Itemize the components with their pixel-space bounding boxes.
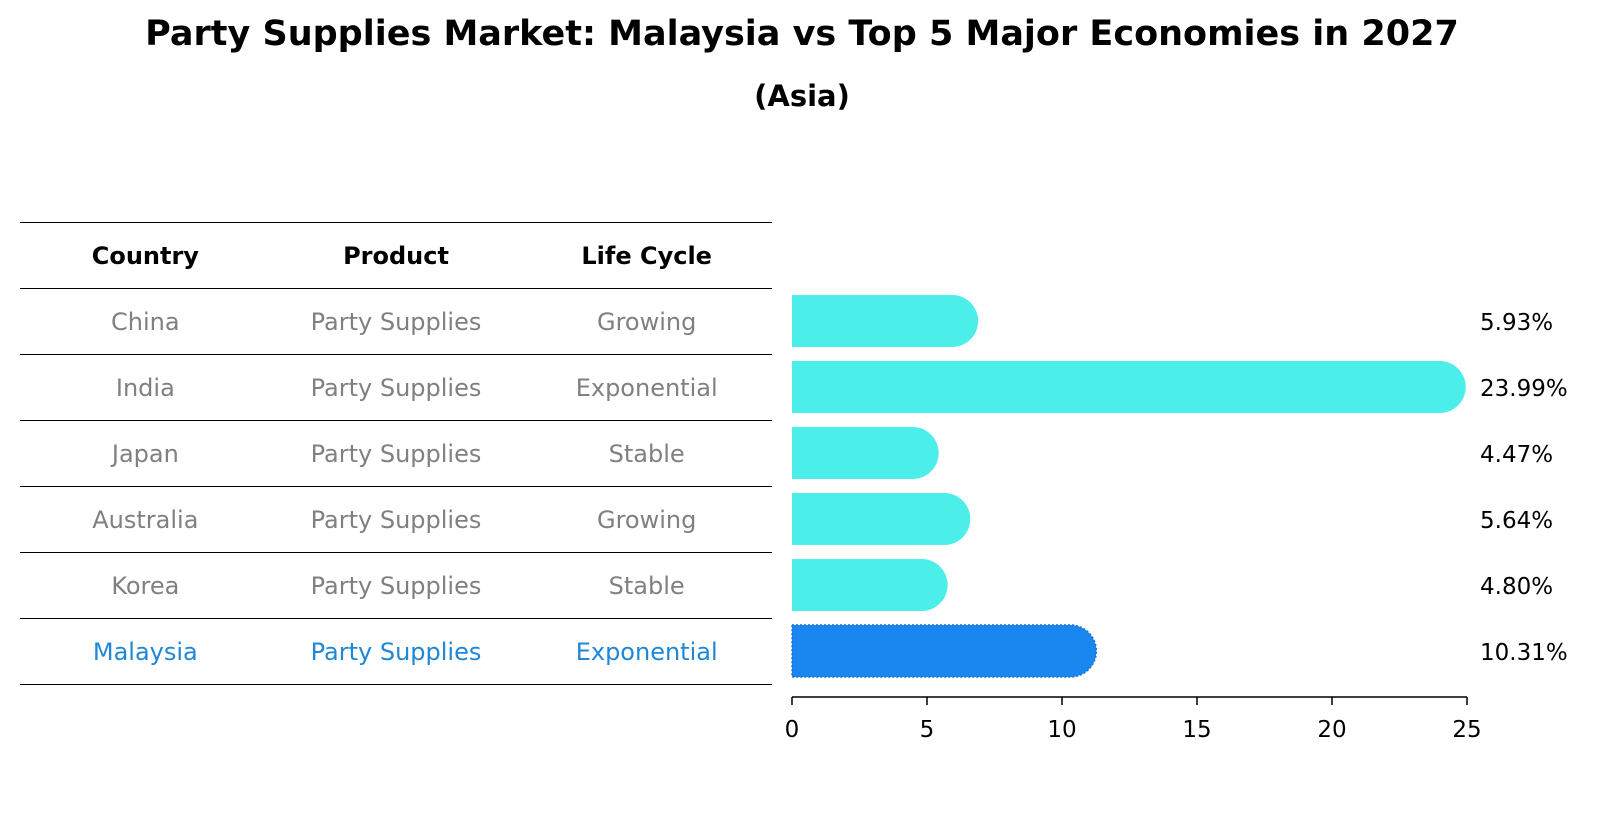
country-cell: Korea — [111, 571, 180, 600]
data-label: 10.31% — [1480, 640, 1568, 666]
life-cycle-cell: Exponential — [575, 373, 718, 402]
table-row: Australia Party Supplies Growing — [20, 487, 772, 553]
table-header-row: Country Product Life Cycle — [20, 223, 772, 289]
data-label: 4.80% — [1480, 574, 1553, 600]
product-cell: Party Supplies — [310, 637, 482, 666]
header-country: Country — [91, 241, 199, 270]
data-label: 4.47% — [1480, 442, 1553, 468]
x-tick-label: 25 — [1452, 717, 1481, 743]
x-tick-label: 10 — [1047, 717, 1076, 743]
table-row: China Party Supplies Growing — [20, 289, 772, 355]
life-cycle-cell: Growing — [596, 505, 697, 534]
country-cell: Malaysia — [92, 637, 198, 666]
bar — [792, 493, 971, 545]
bar — [792, 427, 939, 479]
chart-subtitle: (Asia) — [754, 79, 850, 113]
x-tick-label: 0 — [785, 717, 800, 743]
data-label: 5.64% — [1480, 508, 1553, 534]
bar — [792, 361, 1466, 413]
chart-title: Party Supplies Market: Malaysia vs Top 5… — [145, 14, 1459, 54]
life-cycle-cell: Exponential — [575, 637, 718, 666]
comparison-table: Country Product Life Cycle China Party S… — [20, 222, 772, 685]
product-cell: Party Supplies — [310, 505, 482, 534]
country-cell: Japan — [111, 439, 179, 468]
product-cell: Party Supplies — [310, 373, 482, 402]
bar-highlight — [791, 624, 1098, 678]
product-cell: Party Supplies — [310, 307, 482, 336]
table-row: Korea Party Supplies Stable — [20, 553, 772, 619]
country-cell: India — [115, 373, 175, 402]
data-label: 5.93% — [1480, 310, 1553, 336]
bar — [792, 295, 979, 347]
data-label: 23.99% — [1480, 376, 1568, 402]
bar — [792, 559, 948, 611]
life-cycle-cell: Stable — [608, 571, 685, 600]
table-row: India Party Supplies Exponential — [20, 355, 772, 421]
header-product: Product — [343, 241, 449, 270]
x-tick-label: 15 — [1182, 717, 1211, 743]
x-tick-label: 20 — [1317, 717, 1346, 743]
table-row-highlight: Malaysia Party Supplies Exponential — [20, 619, 772, 685]
product-cell: Party Supplies — [310, 439, 482, 468]
x-tick-label: 5 — [920, 717, 935, 743]
product-cell: Party Supplies — [310, 571, 482, 600]
life-cycle-cell: Growing — [596, 307, 697, 336]
header-life-cycle: Life Cycle — [581, 241, 712, 270]
life-cycle-cell: Stable — [608, 439, 685, 468]
table-row: Japan Party Supplies Stable — [20, 421, 772, 487]
country-cell: China — [111, 307, 180, 336]
country-cell: Australia — [92, 505, 199, 534]
